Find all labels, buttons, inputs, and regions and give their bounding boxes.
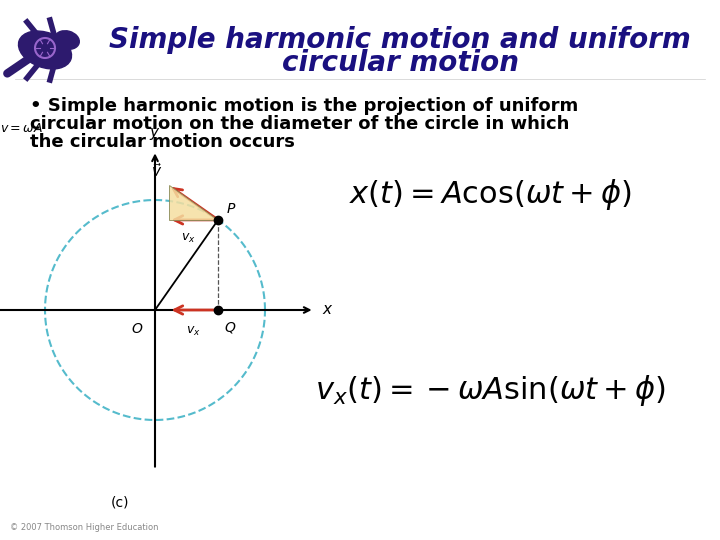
Ellipse shape xyxy=(19,31,71,69)
Text: $v_x$: $v_x$ xyxy=(181,232,196,245)
Text: $O$: $O$ xyxy=(131,322,143,336)
Text: $x$: $x$ xyxy=(323,302,334,318)
Polygon shape xyxy=(168,185,218,220)
Text: the circular motion occurs: the circular motion occurs xyxy=(30,133,295,151)
Text: $v_x(t) = -\omega A\sin(\omega t + \phi)$: $v_x(t) = -\omega A\sin(\omega t + \phi)… xyxy=(315,373,665,408)
Text: circular motion on the diameter of the circle in which: circular motion on the diameter of the c… xyxy=(30,115,570,133)
FancyArrowPatch shape xyxy=(7,59,27,73)
Text: $\vec{v}$: $\vec{v}$ xyxy=(151,162,163,180)
Text: $y$: $y$ xyxy=(149,126,161,143)
Text: $P$: $P$ xyxy=(226,202,236,216)
Text: © 2007 Thomson Higher Education: © 2007 Thomson Higher Education xyxy=(10,523,158,532)
Text: circular motion: circular motion xyxy=(282,49,518,77)
Text: $v = \omega A$: $v = \omega A$ xyxy=(1,123,43,136)
Text: $v_x$: $v_x$ xyxy=(186,325,201,338)
Text: Simple harmonic motion and uniform: Simple harmonic motion and uniform xyxy=(109,26,691,54)
Text: • Simple harmonic motion is the projection of uniform: • Simple harmonic motion is the projecti… xyxy=(30,97,578,115)
Text: $x(t) = A\cos(\omega t + \phi)$: $x(t) = A\cos(\omega t + \phi)$ xyxy=(348,178,631,213)
Ellipse shape xyxy=(55,31,79,49)
Text: (c): (c) xyxy=(111,496,130,510)
Text: $Q$: $Q$ xyxy=(224,320,236,335)
